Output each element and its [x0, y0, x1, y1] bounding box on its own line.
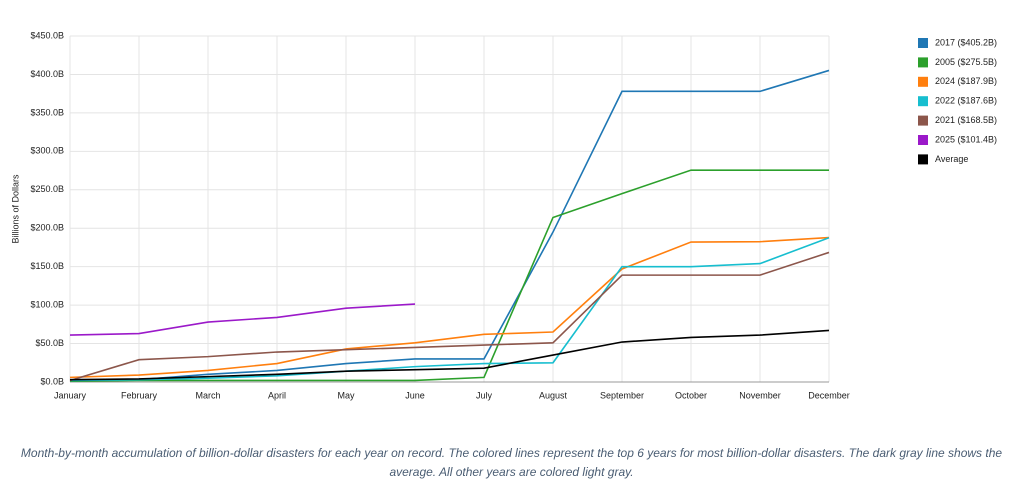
caption-wrap: Month-by-month accumulation of billion-d…	[0, 444, 1023, 482]
y-tick-label: $150.0B	[30, 261, 64, 271]
chart: Billions of Dollars $0.0B $50.0B $100.0B $1…	[10, 30, 997, 400]
x-tick-label: December	[808, 390, 850, 400]
legend-swatch	[918, 57, 928, 68]
legend-label: 2025 ($101.4B)	[935, 134, 997, 144]
legend-label: 2022 ($187.6B)	[935, 96, 997, 106]
x-tick-label: March	[195, 390, 220, 400]
x-tick-label: January	[54, 390, 87, 400]
x-tick-label: June	[405, 390, 425, 400]
y-tick-label: $100.0B	[30, 299, 64, 309]
y-tick-label: $0.0B	[40, 376, 64, 386]
y-tick-label: $450.0B	[30, 30, 64, 40]
series-line	[69, 303, 416, 336]
x-tick-label: November	[739, 390, 781, 400]
legend-swatch	[918, 135, 928, 145]
x-tick-label: February	[121, 390, 158, 400]
series-line	[70, 69, 830, 381]
x-tick-label: July	[476, 390, 493, 400]
y-tick-label: $400.0B	[30, 69, 64, 79]
legend-swatch	[918, 96, 928, 107]
legend-label: 2017 ($405.2B)	[935, 37, 997, 47]
y-tick-label: $300.0B	[30, 146, 64, 156]
series-line	[69, 169, 829, 383]
y-axis-label: Billions of Dollars	[10, 174, 20, 244]
y-tick-label: $50.0B	[35, 338, 64, 348]
legend-swatch	[918, 76, 928, 87]
series-line	[69, 236, 830, 379]
legend-swatch	[918, 115, 928, 126]
x-tick-label: April	[268, 390, 286, 400]
legend-label: 2021 ($168.5B)	[935, 115, 997, 125]
x-tick-label: September	[600, 390, 644, 400]
x-tick-label: October	[675, 390, 707, 400]
y-tick-label: $250.0B	[30, 184, 64, 194]
series-line	[69, 329, 830, 381]
x-tick-label: May	[337, 390, 355, 400]
series-line	[69, 237, 830, 382]
series-line	[69, 251, 830, 382]
legend-label: Average	[935, 154, 968, 164]
legend-label: 2024 ($187.9B)	[935, 76, 997, 86]
caption: Month-by-month accumulation of billion-d…	[20, 446, 1003, 479]
x-tick-label: August	[539, 390, 568, 400]
legend-swatch	[918, 38, 928, 48]
y-tick-label: $200.0B	[30, 223, 64, 233]
legend-swatch	[918, 154, 928, 165]
y-tick-label: $350.0B	[30, 107, 64, 117]
legend-label: 2005 ($275.5B)	[935, 57, 997, 67]
